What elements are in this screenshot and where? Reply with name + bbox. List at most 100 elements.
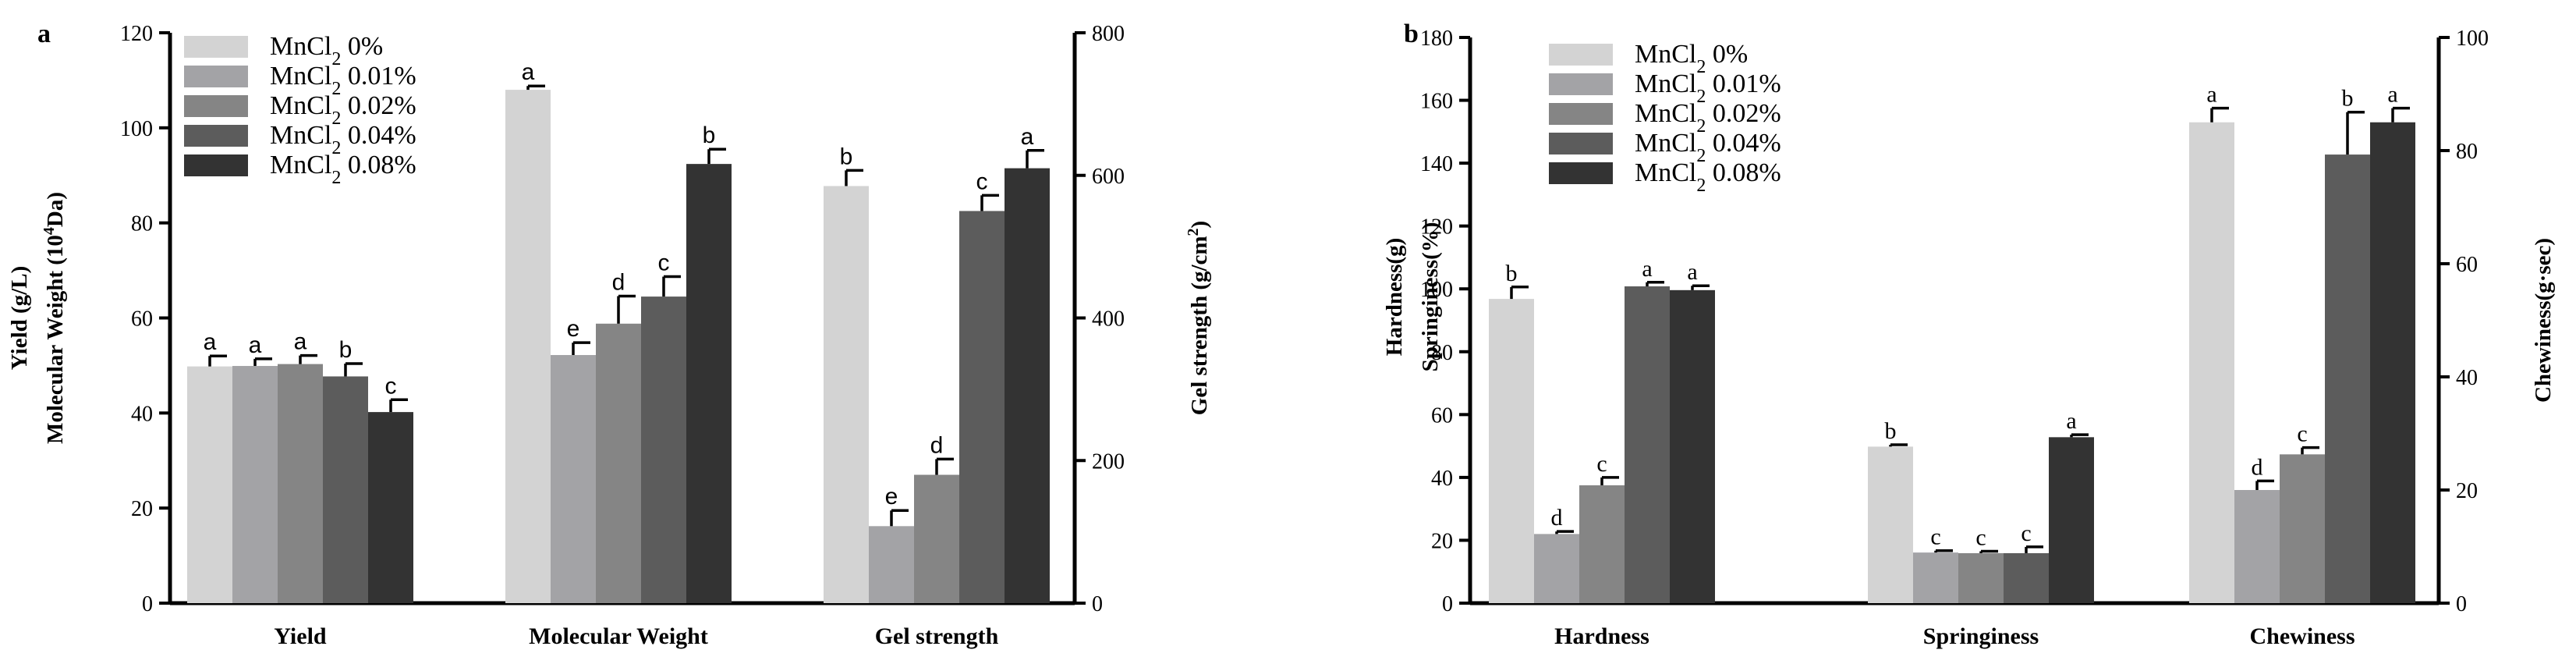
legend-swatch <box>1549 133 1613 154</box>
significance-letter: c <box>1930 524 1940 550</box>
left-tick-label: 140 <box>1420 152 1453 176</box>
left-tick-label: 100 <box>120 117 153 141</box>
significance-letter: a <box>522 59 535 85</box>
legend-label: MnCl2 0.04% <box>270 121 416 158</box>
bar <box>1868 446 1913 603</box>
bar <box>2280 454 2325 603</box>
left-tick-label: 80 <box>131 212 153 236</box>
right-tick-label: 0 <box>1092 592 1103 616</box>
legend-label: MnCl2 0% <box>270 32 383 69</box>
bar <box>368 412 413 603</box>
bar <box>959 211 1005 603</box>
right-tick-label: 40 <box>2456 366 2478 390</box>
legend-swatch <box>1549 103 1613 125</box>
bar <box>323 376 368 603</box>
right-axis-title: Chewiness(g·sec) <box>2531 238 2556 403</box>
bar <box>1913 552 1958 603</box>
panel-label: b <box>1404 20 1419 48</box>
left-tick-label: 100 <box>1420 278 1453 302</box>
panel-a: a 0 20 40 60 80 100 120 0 200 400 600 800 Yield (g/L)… <box>7 20 1212 649</box>
legend-swatch <box>1549 162 1613 184</box>
category-label: Chewiness <box>2249 623 2355 649</box>
significance-letter: a <box>1021 124 1034 150</box>
right-tick-label: 60 <box>2456 253 2478 277</box>
right-tick-label: 200 <box>1092 449 1125 474</box>
legend: MnCl2 0%MnCl2 0.01%MnCl2 0.02%MnCl2 0.04… <box>1549 40 1781 196</box>
significance-letter: c <box>1975 525 1986 551</box>
bar <box>2370 122 2415 603</box>
significance-letter: a <box>294 329 307 355</box>
significance-letter: b <box>2342 86 2354 112</box>
bar <box>278 364 323 603</box>
left-axis-title-2: Springiness(%) <box>1418 222 1443 372</box>
left-tick-label: 20 <box>131 497 153 521</box>
legend-label: MnCl2 0.01% <box>270 62 416 99</box>
significance-letter: a <box>1687 259 1697 285</box>
significance-letter: d <box>1551 505 1563 531</box>
significance-letter: b <box>1506 261 1518 286</box>
significance-letter: a <box>2387 82 2397 108</box>
bar <box>505 90 551 604</box>
significance-letter: e <box>885 484 898 510</box>
significance-letter: a <box>2206 82 2216 108</box>
left-axis-title-1: Yield (g/L) <box>7 266 32 370</box>
significance-letter: c <box>2021 520 2031 546</box>
bar <box>641 296 686 603</box>
legend-swatch <box>184 66 248 87</box>
left-tick-label: 20 <box>1431 529 1453 553</box>
significance-letter: a <box>249 332 262 358</box>
bar <box>2234 490 2280 603</box>
legend-label: MnCl2 0.08% <box>1635 158 1781 196</box>
left-tick-label: 80 <box>1431 341 1453 365</box>
left-tick-label: 40 <box>131 402 153 426</box>
significance-letter: d <box>930 432 944 458</box>
bar <box>232 366 278 603</box>
category-label: Hardness <box>1554 623 1649 649</box>
bar <box>596 323 641 603</box>
bar <box>1005 168 1050 604</box>
significance-letter: b <box>703 123 716 148</box>
category-label: Springiness <box>1923 623 2039 649</box>
bar <box>1958 552 2004 603</box>
significance-letter: b <box>339 337 353 363</box>
significance-letter: c <box>1596 451 1607 477</box>
right-tick-label: 100 <box>2456 27 2489 51</box>
legend-label: MnCl2 0.02% <box>270 91 416 129</box>
left-tick-label: 120 <box>120 22 153 46</box>
legend-label: MnCl2 0.02% <box>1635 99 1781 137</box>
legend: MnCl2 0%MnCl2 0.01%MnCl2 0.02%MnCl2 0.04… <box>184 32 416 188</box>
bar <box>824 186 869 604</box>
legend-label: MnCl2 0% <box>1635 40 1748 77</box>
legend-swatch <box>184 125 248 147</box>
legend-swatch <box>1549 44 1613 66</box>
category-label: Gel strength <box>875 623 999 649</box>
right-axis-title: Gel strength (g/cm2) <box>1185 221 1212 415</box>
legend-label: MnCl2 0.04% <box>1635 129 1781 166</box>
left-tick-label: 180 <box>1420 27 1453 51</box>
legend-swatch <box>184 95 248 117</box>
legend-label: MnCl2 0.08% <box>270 151 416 188</box>
bar <box>2189 122 2234 603</box>
bar <box>686 164 732 603</box>
significance-letter: b <box>840 144 853 169</box>
significance-letter: a <box>204 329 217 355</box>
legend-swatch <box>184 154 248 176</box>
significance-letter: c <box>385 373 397 399</box>
bar <box>914 474 959 603</box>
significance-letter: c <box>2297 421 2307 447</box>
bar <box>187 366 232 603</box>
significance-letter: b <box>1885 418 1897 444</box>
right-tick-label: 600 <box>1092 165 1125 189</box>
left-tick-label: 0 <box>1442 592 1453 616</box>
left-tick-label: 40 <box>1431 467 1453 491</box>
bar <box>2049 437 2094 603</box>
left-tick-label: 60 <box>1431 403 1453 428</box>
left-axis-title-2: Molecular Weight (104Da) <box>41 192 68 444</box>
left-tick-label: 0 <box>142 592 153 616</box>
bar <box>551 355 596 603</box>
significance-letter: c <box>976 169 988 194</box>
bar <box>1625 286 1670 603</box>
right-tick-label: 80 <box>2456 140 2478 164</box>
right-tick-label: 20 <box>2456 479 2478 503</box>
legend-swatch <box>184 36 248 58</box>
